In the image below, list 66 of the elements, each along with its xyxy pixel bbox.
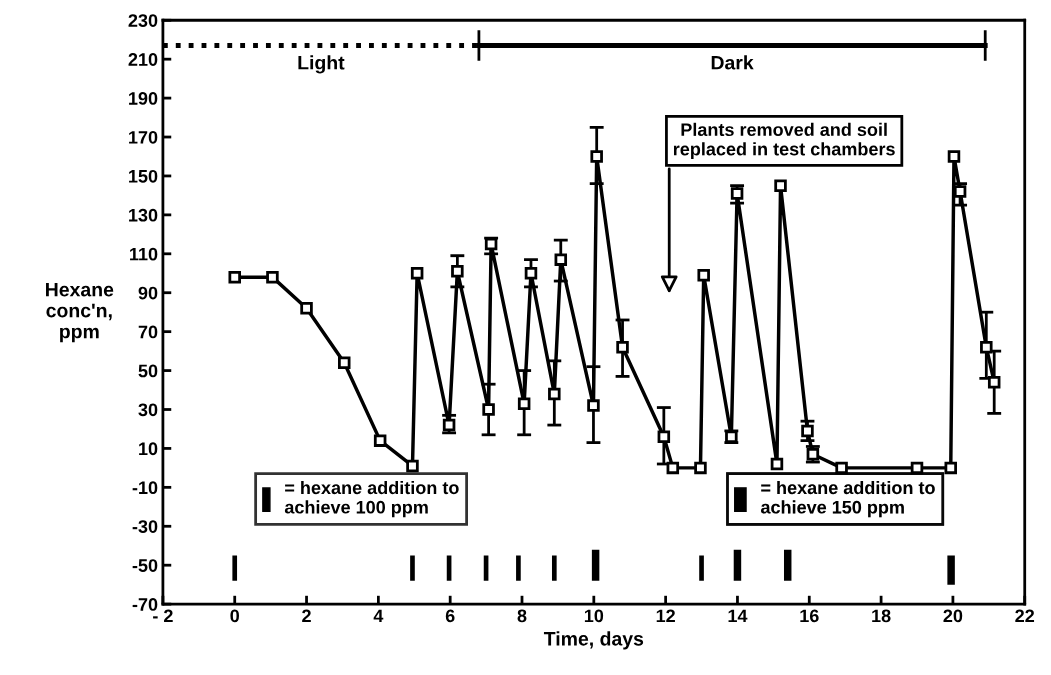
y-tick-label: 170 — [129, 130, 158, 144]
y-tick-label: 50 — [138, 364, 158, 378]
point — [666, 461, 680, 475]
y-tick-label: 210 — [128, 53, 158, 66]
y-axis-title: Hexane conc'n, ppm — [46, 282, 114, 343]
point — [774, 179, 787, 192]
x-tick-label: 6 — [445, 609, 455, 623]
y-tick-label: 70 — [138, 325, 158, 339]
x-tick-label: 2 — [302, 609, 311, 623]
point — [442, 418, 456, 432]
x-axis-title: Time, days — [543, 631, 644, 650]
point — [410, 267, 424, 280]
x-tick-label: 10 — [584, 609, 604, 623]
x-tick-label: 20 — [943, 609, 963, 623]
y-tick-label: 30 — [138, 403, 158, 417]
y-tick-label: -30 — [132, 520, 158, 534]
point — [770, 457, 784, 471]
point — [697, 268, 710, 282]
point — [548, 387, 561, 401]
point — [590, 150, 603, 163]
legend-label: = hexane addition to achieve 100 ppm — [284, 480, 459, 518]
point — [980, 340, 993, 354]
y-tick-label: 150 — [129, 169, 158, 183]
point — [694, 461, 707, 475]
point — [730, 187, 744, 200]
annotation: Plants removed and soil replaced in test chambers — [673, 122, 895, 160]
x-tick-label: 12 — [656, 609, 675, 623]
y-tick-label: 130 — [129, 208, 158, 222]
point — [953, 185, 967, 198]
point — [524, 267, 538, 280]
point — [947, 150, 961, 163]
point — [484, 237, 498, 251]
point — [616, 340, 629, 354]
point — [587, 399, 600, 412]
y-tick-label: -10 — [132, 481, 158, 495]
point — [944, 461, 957, 475]
x-tick-label: 18 — [872, 609, 891, 623]
y-tick-label: 10 — [139, 442, 158, 456]
point — [300, 302, 313, 315]
point — [373, 434, 387, 447]
x-tick-label: 22 — [1015, 609, 1035, 623]
y-tick-label: -50 — [132, 559, 158, 572]
y-tick-label: 90 — [138, 286, 158, 300]
x-tick-label: 0 — [230, 609, 239, 623]
point — [406, 459, 419, 473]
point — [517, 397, 531, 410]
y-tick-label: 190 — [129, 92, 158, 105]
point — [451, 265, 464, 278]
y-tick-label: -70 — [132, 598, 158, 611]
point — [987, 376, 1001, 389]
point — [801, 424, 814, 438]
y-tick-label: 110 — [130, 247, 158, 261]
series-label: Light — [298, 55, 345, 74]
legend-label: = hexane addition to achieve 150 ppm — [760, 480, 935, 518]
point — [228, 270, 241, 284]
x-tick-label: 4 — [373, 609, 384, 623]
x-tick-label: 14 — [728, 609, 748, 623]
y-tick-label: 230 — [128, 14, 158, 27]
point — [657, 430, 671, 443]
point — [554, 253, 568, 266]
point — [337, 356, 351, 370]
x-tick-label: 8 — [517, 609, 527, 623]
point — [482, 403, 495, 416]
series-label: Dark — [711, 55, 754, 70]
point — [266, 270, 279, 284]
x-tick-label: 16 — [800, 609, 819, 623]
